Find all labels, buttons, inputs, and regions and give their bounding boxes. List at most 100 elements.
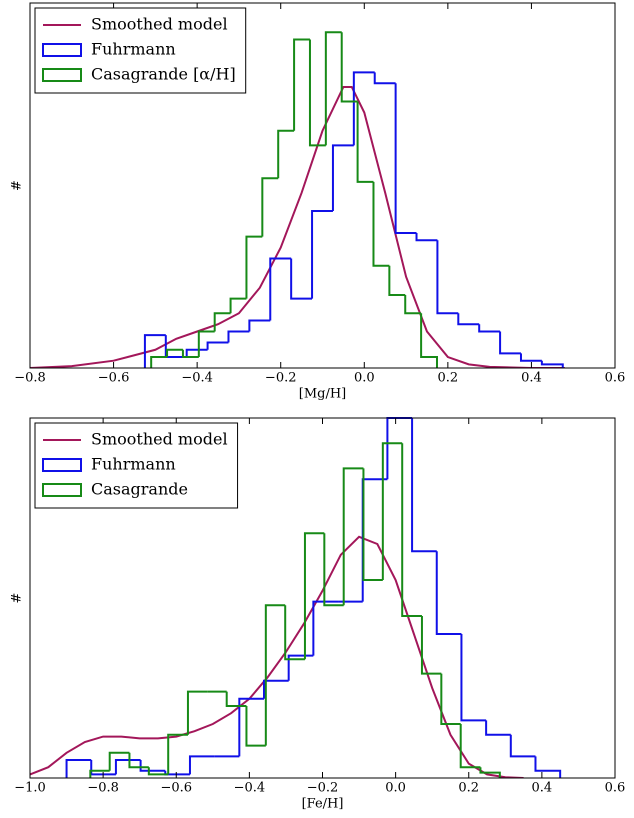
histogram-step — [290, 258, 313, 300]
histogram-step — [308, 39, 326, 147]
histogram-step — [150, 356, 168, 368]
histogram-step — [372, 181, 390, 267]
histogram-step — [293, 38, 310, 131]
x-tick-label: −0.8 — [14, 371, 46, 386]
panel: −1.0 −0.8 −0.6 −0.4 −0.2 0.0 0.2 0.4 0.6 [Fe/H] # S… — [10, 417, 626, 812]
y-axis-label: # — [10, 180, 25, 191]
panel: −0.8 −0.6 −0.4 −0.2 0.0 0.2 0.4 0.6 [Mg/H] # Smoot… — [10, 2, 625, 402]
smoothed-line — [30, 85, 565, 368]
legend-frame — [34, 422, 239, 509]
histogram-step — [263, 679, 289, 699]
histogram-step — [388, 265, 406, 296]
histogram-step — [186, 690, 208, 735]
legend: Smoothed model Fuhrmann Casagrande — [34, 422, 239, 509]
legend-label: Fuhrmann — [91, 40, 176, 59]
x-tick-label: −0.6 — [160, 781, 192, 796]
histogram-step — [323, 533, 344, 607]
histogram-step — [245, 235, 263, 299]
histogram-step — [65, 759, 92, 778]
histogram-step — [245, 706, 266, 747]
histogram-step — [534, 756, 562, 778]
histogram-step — [435, 551, 462, 635]
histogram-step — [108, 751, 130, 771]
smoothed-line — [30, 535, 524, 778]
histogram-step — [197, 330, 215, 358]
x-tick-label: −0.4 — [234, 781, 266, 796]
histogram-step — [114, 759, 141, 775]
histogram-step — [352, 71, 375, 146]
legend-label: Casagrande — [91, 480, 188, 499]
x-tick-label: −0.8 — [87, 781, 119, 796]
histogram-step — [143, 334, 166, 368]
histogram-step — [312, 600, 339, 656]
histogram-step — [440, 673, 461, 725]
x-tick-label: 0.2 — [458, 781, 479, 796]
legend-patch — [42, 68, 82, 82]
x-tick-label: −1.0 — [14, 781, 46, 796]
histogram-step — [401, 443, 422, 617]
histogram-step — [128, 752, 149, 769]
histogram-step — [264, 604, 286, 746]
histogram-step — [324, 31, 342, 146]
x-axis-label: [Fe/H] — [302, 797, 344, 812]
histogram-step — [457, 313, 480, 326]
histogram-step — [167, 733, 188, 775]
histogram-step — [238, 697, 264, 757]
histogram-step — [386, 417, 413, 480]
histogram-step — [404, 295, 422, 315]
x-tick-label: −0.2 — [265, 371, 297, 386]
legend-patch — [42, 43, 82, 57]
histogram-step — [311, 210, 333, 299]
legend-label: Casagrande [α/H] — [91, 65, 236, 84]
x-tick-label: 0.0 — [354, 371, 375, 386]
histogram-step — [248, 319, 271, 332]
histogram-step — [269, 257, 292, 321]
x-tick-label: 0.2 — [438, 371, 459, 386]
histogram-step — [227, 330, 250, 343]
histogram-step — [415, 232, 438, 242]
x-tick-label: 0.4 — [521, 371, 542, 386]
x-axis-label: [Mg/H] — [299, 387, 347, 402]
histogram-step — [420, 313, 438, 368]
histogram-step — [261, 177, 279, 237]
histogram-step — [478, 324, 501, 333]
histogram-step — [411, 418, 437, 553]
histogram-step — [373, 72, 396, 85]
histogram-step — [394, 83, 417, 234]
histogram-step — [460, 634, 487, 722]
histogram-step — [139, 760, 166, 772]
legend-patch — [42, 483, 82, 497]
histogram-step — [331, 144, 354, 212]
x-tick-label: −0.4 — [181, 371, 213, 386]
histogram-step — [540, 360, 564, 368]
histogram-step — [459, 724, 481, 769]
legend-frame — [34, 7, 247, 94]
legend-label: Smoothed model — [91, 15, 228, 34]
x-tick-label: −0.2 — [307, 781, 339, 796]
x-tick-label: 0.6 — [605, 781, 626, 796]
legend-label: Smoothed model — [91, 430, 228, 449]
histogram-step — [277, 129, 295, 179]
histogram-step — [509, 734, 536, 758]
histogram-step — [362, 468, 383, 581]
x-tick-label: 0.0 — [385, 781, 406, 796]
histogram-step — [185, 348, 208, 358]
histogram-step — [147, 767, 169, 776]
histogram-step — [485, 720, 511, 736]
histogram-step — [436, 240, 459, 315]
histogram-step — [356, 101, 374, 183]
histogram-step — [206, 341, 229, 350]
histogram-step — [225, 691, 247, 707]
histogram-step — [188, 755, 215, 775]
legend: Smoothed model Fuhrmann Casagrande [α/H] — [34, 7, 247, 94]
histogram-step — [166, 348, 183, 358]
histogram-step — [213, 312, 231, 332]
histogram-step — [342, 467, 364, 606]
histogram-step — [381, 442, 403, 580]
legend-patch — [42, 458, 82, 472]
y-axis-label: # — [10, 593, 25, 604]
histogram-step — [181, 349, 199, 359]
histogram-step — [420, 616, 442, 675]
legend-label: Fuhrmann — [91, 455, 176, 474]
histogram-step — [499, 331, 521, 355]
